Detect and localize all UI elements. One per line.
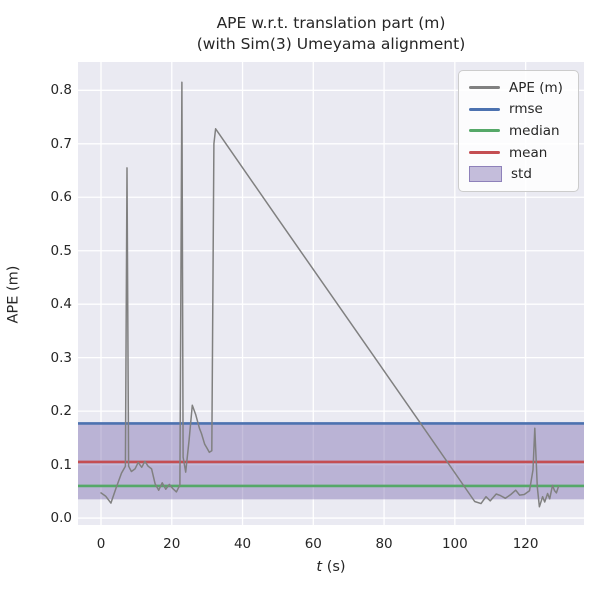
legend: APE (m) rmse median mean std <box>458 70 579 192</box>
y-tick-label: 0.4 <box>50 296 72 313</box>
legend-line-swatch <box>469 86 500 90</box>
legend-patch-swatch <box>469 166 502 183</box>
legend-item-mean: mean <box>469 142 572 163</box>
legend-line-swatch <box>469 107 500 111</box>
x-tick-label: 0 <box>96 536 106 552</box>
ape-curve <box>100 81 560 508</box>
legend-label: APE (m) <box>509 79 563 96</box>
legend-line-swatch <box>469 129 500 133</box>
legend-line-swatch <box>469 151 500 155</box>
chart-title-line1: APE w.r.t. translation part (m) <box>216 14 446 32</box>
x-axis-label-var: t <box>316 559 323 575</box>
chart-title: APE w.r.t. translation part (m) (with Si… <box>78 13 584 55</box>
x-tick-label: 20 <box>163 536 181 552</box>
y-tick-label: 0.1 <box>50 456 72 473</box>
y-axis-label: APE (m) <box>5 265 22 324</box>
y-tick-label: 0.7 <box>50 135 72 152</box>
legend-item-rmse: rmse <box>469 99 572 120</box>
x-tick-label: 100 <box>441 536 468 552</box>
legend-label: median <box>509 122 560 139</box>
y-tick-label: 0.2 <box>50 403 72 420</box>
x-axis-label-unit: (s) <box>322 559 346 575</box>
y-tick-label: 0.0 <box>50 510 72 527</box>
y-tick-label: 0.3 <box>50 349 72 366</box>
legend-item-median: median <box>469 120 572 141</box>
x-tick-label: 120 <box>512 536 539 552</box>
legend-label: rmse <box>509 101 543 118</box>
x-tick-label: 40 <box>233 536 252 552</box>
legend-item-std: std <box>469 164 572 185</box>
x-axis-label: t (s) <box>78 559 584 575</box>
legend-item-ape-m: APE (m) <box>469 77 572 98</box>
legend-label: mean <box>509 144 548 161</box>
x-tick-label: 80 <box>375 536 393 552</box>
y-tick-label: 0.5 <box>50 242 72 259</box>
chart-title-line2: (with Sim(3) Umeyama alignment) <box>196 35 466 53</box>
legend-label: std <box>511 166 532 183</box>
y-tick-label: 0.6 <box>50 189 72 206</box>
x-tick-label: 60 <box>304 536 322 552</box>
y-tick-label: 0.8 <box>50 82 72 99</box>
